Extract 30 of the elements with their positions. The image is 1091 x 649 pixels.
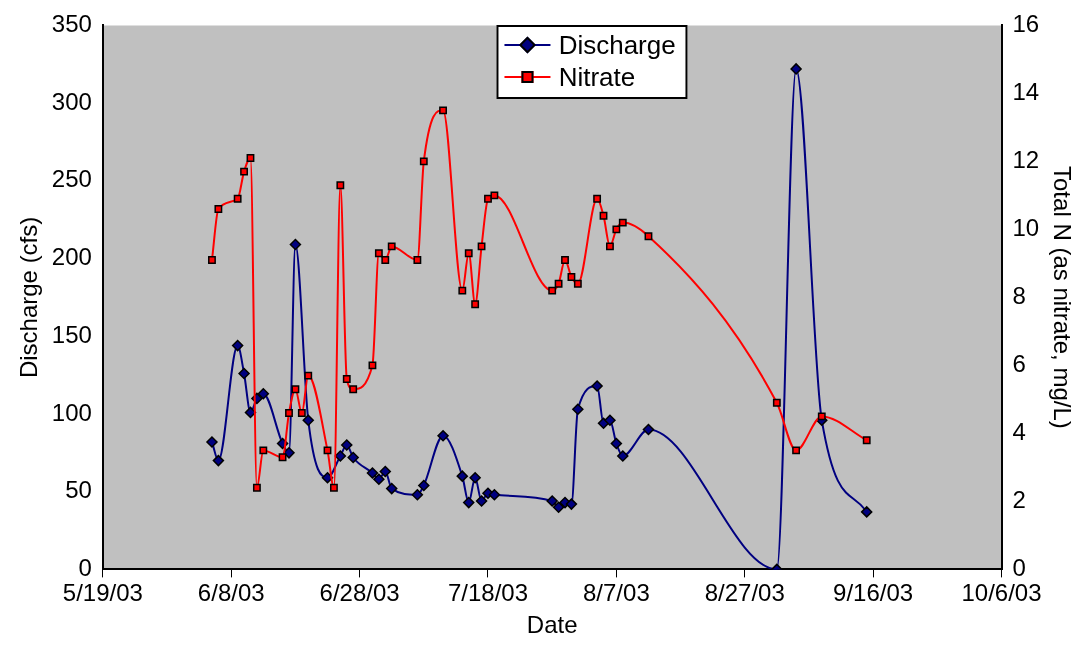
y-tick-label: 200 [51,243,92,271]
y-tick-label: 300 [51,87,92,115]
y-tick-label: 50 [65,476,92,504]
y-axis-title: Discharge (cfs) [15,216,43,379]
y-tick-label: 100 [51,398,92,426]
y-tick-label: 350 [51,10,92,38]
x-tick-label: 6/8/03 [197,579,265,607]
x-tick-label: 7/18/03 [447,579,529,607]
y2-tick-label: 6 [1012,350,1026,378]
y-tick-label: 250 [51,165,92,193]
y2-tick-label: 12 [1012,146,1040,174]
legend-label: Discharge [558,29,676,62]
x-tick-label: 8/27/03 [704,579,785,607]
y2-axis-title: Total N (as nitrate, mg/L) [1048,166,1076,429]
legend-label: Nitrate [558,61,636,94]
y2-tick-label: 0 [1012,554,1026,582]
y2-tick-label: 4 [1012,418,1026,446]
x-tick-label: 8/7/03 [583,579,650,607]
x-tick-label: 5/19/03 [62,579,143,607]
y2-tick-label: 10 [1012,214,1040,242]
x-tick-label: 10/6/03 [961,579,1042,607]
y-tick-label: 150 [51,320,92,348]
x-axis-title: Date [526,611,578,639]
y2-tick-label: 14 [1012,78,1040,106]
x-tick-label: 6/28/03 [319,579,400,607]
x-tick-label: 9/16/03 [833,579,914,607]
y2-tick-label: 8 [1012,282,1026,310]
y2-tick-label: 16 [1012,10,1040,38]
y2-tick-label: 2 [1012,486,1026,514]
y-tick-label: 0 [78,554,92,582]
